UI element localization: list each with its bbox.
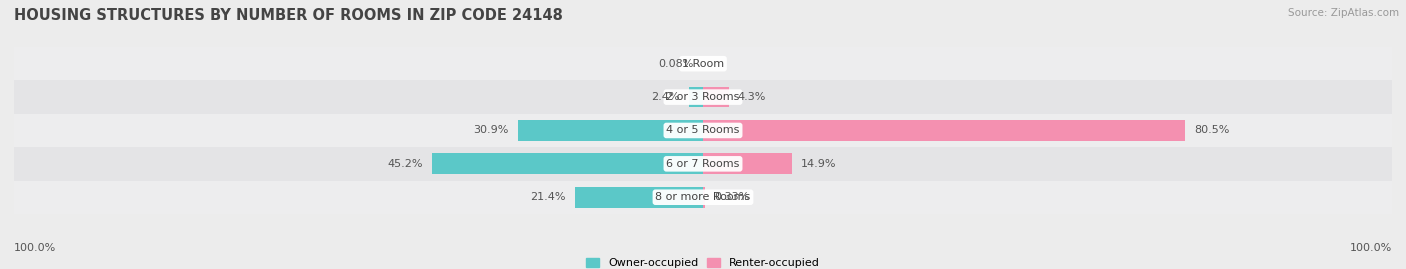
Legend: Owner-occupied, Renter-occupied: Owner-occupied, Renter-occupied [581,253,825,269]
Text: 4.3%: 4.3% [738,92,766,102]
Bar [14,180,1392,214]
Bar [703,187,704,208]
Text: 14.9%: 14.9% [801,159,837,169]
Text: 6 or 7 Rooms: 6 or 7 Rooms [666,159,740,169]
Bar [14,47,1392,80]
Text: HOUSING STRUCTURES BY NUMBER OF ROOMS IN ZIP CODE 24148: HOUSING STRUCTURES BY NUMBER OF ROOMS IN… [14,8,562,23]
Text: 2 or 3 Rooms: 2 or 3 Rooms [666,92,740,102]
Text: 80.5%: 80.5% [1194,125,1230,136]
Text: 0.08%: 0.08% [658,59,693,69]
Text: 30.9%: 30.9% [474,125,509,136]
Bar [14,80,1392,114]
Text: 21.4%: 21.4% [530,192,565,202]
Bar [432,154,703,174]
Text: Source: ZipAtlas.com: Source: ZipAtlas.com [1288,8,1399,18]
Text: 1 Room: 1 Room [682,59,724,69]
Bar [689,87,703,107]
Bar [575,187,703,208]
Bar [517,120,703,141]
Bar [703,154,792,174]
Bar [703,120,1185,141]
Text: 4 or 5 Rooms: 4 or 5 Rooms [666,125,740,136]
Text: 8 or more Rooms: 8 or more Rooms [655,192,751,202]
Bar [14,114,1392,147]
Text: 2.4%: 2.4% [651,92,679,102]
Text: 100.0%: 100.0% [14,243,56,253]
Bar [703,87,728,107]
Text: 100.0%: 100.0% [1350,243,1392,253]
Bar [14,147,1392,180]
Text: 0.33%: 0.33% [714,192,749,202]
Text: 45.2%: 45.2% [388,159,423,169]
